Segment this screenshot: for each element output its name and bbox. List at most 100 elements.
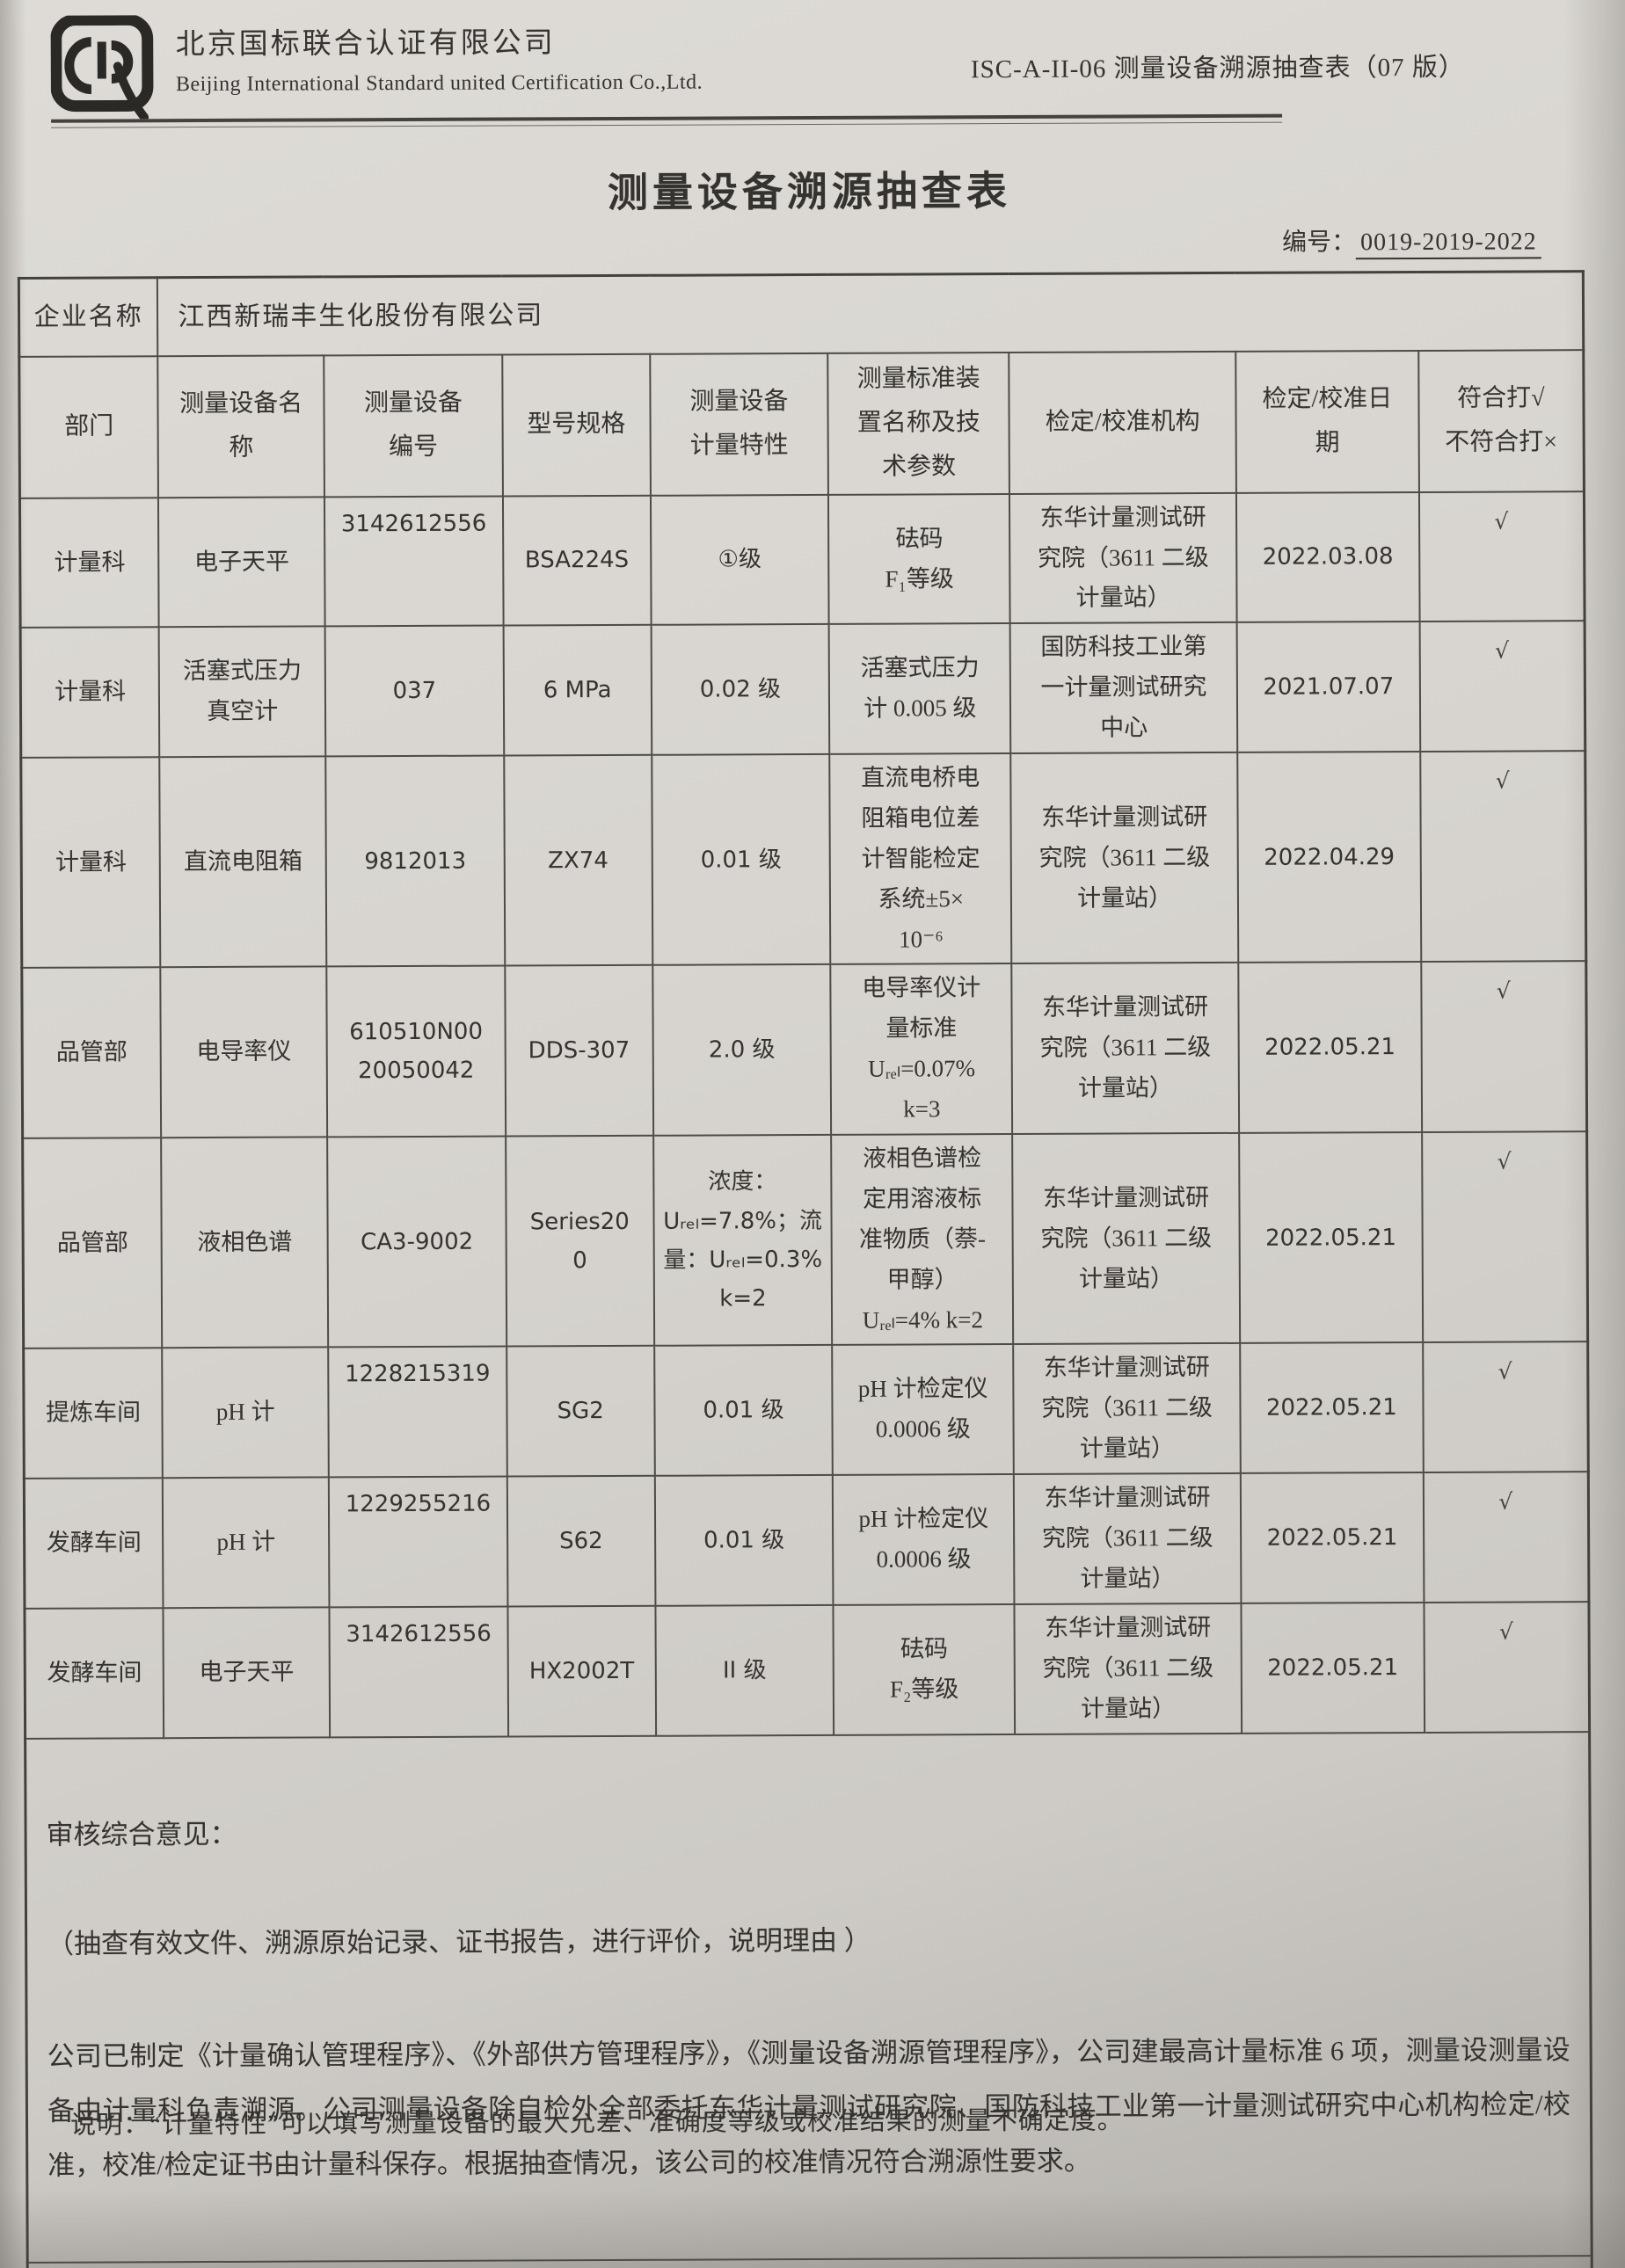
table-header-row: 部门 测量设备名 称 测量设备 编号 型号规格 测量设备 计量特性 测量标准装 … bbox=[18, 349, 1585, 498]
company-name-en: Beijing International Standard united Ce… bbox=[175, 70, 703, 97]
cell-date: 2022.03.08 bbox=[1235, 491, 1420, 623]
cell-dept: 品管部 bbox=[21, 967, 162, 1138]
cell-name: 液相色谱 bbox=[161, 1137, 329, 1348]
cell-model: SG2 bbox=[506, 1346, 655, 1477]
table-row: 发酵车间 电子天平 3142612556 HX2002T II 级 砝码 F₂等… bbox=[24, 1601, 1590, 1739]
company-name-cn: 北京国标联合认证有限公司 bbox=[175, 27, 556, 62]
cell-serial: 1228215319 bbox=[328, 1347, 507, 1478]
cell-agency: 国防科技工业第 一计量测试研究 中心 bbox=[1009, 622, 1238, 754]
document-number-value: 0019-2019-2022 bbox=[1355, 228, 1541, 260]
cell-dept: 计量科 bbox=[20, 757, 161, 969]
cell-model: Series20 0 bbox=[505, 1135, 654, 1348]
table-row: 品管部 电导率仪 610510N00 20050042 DDS-307 2.0 … bbox=[21, 961, 1587, 1138]
cell-dept: 发酵车间 bbox=[24, 1478, 164, 1609]
cell-spec: 0.02 级 bbox=[651, 624, 830, 755]
cell-standard: 砝码 F₁等级 bbox=[828, 493, 1010, 625]
col-header-conformity: 符合打√ 不符合打× bbox=[1418, 349, 1585, 492]
cell-name: pH 计 bbox=[162, 1347, 329, 1479]
table-row: 计量科 直流电阻箱 9812013 ZX74 0.01 级 直流电桥电 阻箱电位… bbox=[20, 751, 1586, 969]
document-header: 北京国标联合认证有限公司 Beijing International Stand… bbox=[49, 9, 1569, 122]
cell-serial: 1229255216 bbox=[328, 1476, 508, 1608]
cell-model: DDS-307 bbox=[505, 965, 653, 1137]
cell-date: 2021.07.07 bbox=[1236, 622, 1420, 752]
cell-serial: CA3-9002 bbox=[327, 1136, 507, 1348]
cell-spec: II 级 bbox=[655, 1604, 834, 1736]
cell-model: BSA224S bbox=[502, 495, 652, 626]
cell-date: 2022.04.29 bbox=[1237, 751, 1422, 963]
cell-checkmark: √ bbox=[1423, 1472, 1589, 1603]
page-title: 测量设备溯源抽查表 bbox=[607, 169, 1012, 216]
cell-checkmark: √ bbox=[1421, 1131, 1588, 1343]
document-number: 编号： 0019-2019-2022 bbox=[1281, 222, 1541, 260]
col-header-serial: 测量设备 编号 bbox=[324, 354, 503, 498]
table-row: 计量科 活塞式压力 真空计 037 6 MPa 0.02 级 活塞式压力 计 0… bbox=[20, 621, 1585, 758]
form-code: ISC-A-II-06 测量设备溯源抽查表（07 版） bbox=[970, 53, 1465, 84]
cell-name: pH 计 bbox=[163, 1477, 330, 1609]
cell-checkmark: √ bbox=[1421, 961, 1587, 1133]
cell-serial: 9812013 bbox=[325, 755, 506, 967]
cell-model: ZX74 bbox=[504, 754, 652, 966]
cell-standard: pH 计检定仪 0.0006 级 bbox=[833, 1474, 1015, 1605]
cell-name: 电导率仪 bbox=[160, 966, 328, 1138]
cell-agency: 东华计量测试研 究院（3611 二级 计量站） bbox=[1012, 1132, 1241, 1345]
certification-company: 北京国标联合认证有限公司 Beijing International Stand… bbox=[176, 18, 703, 98]
cell-spec: 浓度： Uᵣₑₗ=7.8%；流 量：Uᵣₑₗ=0.3% k=2 bbox=[652, 1134, 833, 1347]
cell-dept: 计量科 bbox=[20, 627, 160, 758]
col-header-dept: 部门 bbox=[18, 355, 159, 498]
cell-serial: 3142612556 bbox=[329, 1606, 508, 1737]
cell-model: 6 MPa bbox=[503, 625, 652, 756]
review-heading: 审核综合意见： bbox=[46, 1818, 237, 1850]
cell-standard: 直流电桥电 阻箱电位差 计智能检定 系统±5× 10⁻⁶ bbox=[829, 753, 1012, 965]
cell-standard: 电导率仪计 量标准 Uᵣₑₗ=0.07% k=3 bbox=[830, 963, 1013, 1135]
cell-spec: 0.01 级 bbox=[653, 1345, 834, 1476]
cell-checkmark: √ bbox=[1418, 491, 1585, 622]
col-header-spec: 测量设备 计量特性 bbox=[649, 353, 829, 496]
col-header-date: 检定/校准日 期 bbox=[1235, 350, 1419, 493]
cell-date: 2022.05.21 bbox=[1238, 962, 1422, 1133]
traceability-table: 企业名称 江西新瑞丰生化股份有限公司 部门 测量设备名 称 测量设备 编号 型号… bbox=[17, 270, 1594, 2268]
cell-date: 2022.05.21 bbox=[1241, 1602, 1425, 1734]
table-row: 发酵车间 pH 计 1229255216 S62 0.01 级 pH 计检定仪 … bbox=[24, 1472, 1589, 1609]
cell-checkmark: √ bbox=[1424, 1601, 1590, 1733]
cell-spec: 2.0 级 bbox=[652, 964, 832, 1136]
review-subheading: （抽查有效文件、溯源原始记录、证书报告，进行评价，说明理由 ） bbox=[47, 1924, 871, 1959]
cell-serial: 037 bbox=[324, 625, 505, 757]
col-header-model: 型号规格 bbox=[502, 353, 651, 497]
cell-agency: 东华计量测试研 究院（3611 二级 计量站） bbox=[1009, 492, 1237, 624]
cell-model: S62 bbox=[506, 1475, 656, 1607]
cell-checkmark: √ bbox=[1419, 621, 1585, 752]
bisc-logo-icon bbox=[50, 13, 159, 124]
cell-dept: 计量科 bbox=[19, 497, 159, 629]
table-row: 品管部 液相色谱 CA3-9002 Series20 0 浓度： Uᵣₑₗ=7.… bbox=[22, 1131, 1588, 1349]
cell-spec: 0.01 级 bbox=[654, 1475, 834, 1606]
col-header-name: 测量设备名 称 bbox=[157, 354, 325, 498]
cell-model: HX2002T bbox=[507, 1605, 656, 1737]
company-row-value: 江西新瑞丰生化股份有限公司 bbox=[157, 271, 1584, 356]
cell-agency: 东华计量测试研 究院（3611 二级 计量站） bbox=[1014, 1473, 1242, 1604]
cell-dept: 提炼车间 bbox=[23, 1348, 164, 1479]
cell-agency: 东华计量测试研 究院（3611 二级 计量站） bbox=[1011, 963, 1240, 1135]
table-row: 提炼车间 pH 计 1228215319 SG2 0.01 级 pH 计检定仪 … bbox=[23, 1341, 1589, 1479]
cell-name: 活塞式压力 真空计 bbox=[158, 626, 326, 758]
document-number-label: 编号： bbox=[1281, 229, 1357, 257]
col-header-agency: 检定/校准机构 bbox=[1009, 351, 1236, 494]
cell-standard: 砝码 F₂等级 bbox=[833, 1603, 1016, 1735]
cell-name: 电子天平 bbox=[158, 497, 325, 628]
cell-standard: 液相色谱检 定用溶液标 准物质（萘- 甲醇） Uᵣₑₗ=4% k=2 bbox=[831, 1134, 1014, 1346]
cell-serial: 3142612556 bbox=[324, 496, 504, 627]
cell-agency: 东华计量测试研 究院（3611 二级 计量站） bbox=[1014, 1603, 1242, 1734]
cell-date: 2022.05.21 bbox=[1240, 1472, 1425, 1603]
cell-spec: ①级 bbox=[650, 494, 829, 626]
cell-spec: 0.01 级 bbox=[651, 753, 831, 966]
review-comments-row: 审核综合意见： （抽查有效文件、溯源原始记录、证书报告，进行评价，说明理由 ） … bbox=[25, 1731, 1592, 2263]
cell-standard: 活塞式压力 计 0.005 级 bbox=[828, 623, 1011, 754]
company-row-label: 企业名称 bbox=[18, 277, 158, 357]
cell-name: 电子天平 bbox=[163, 1607, 331, 1738]
cell-checkmark: √ bbox=[1422, 1341, 1589, 1473]
cell-agency: 东华计量测试研 究院（3611 二级 计量站） bbox=[1010, 752, 1239, 964]
cell-dept: 品管部 bbox=[22, 1138, 163, 1349]
cell-serial: 610510N00 20050042 bbox=[326, 965, 506, 1138]
review-comments-cell: 审核综合意见： （抽查有效文件、溯源原始记录、证书报告，进行评价，说明理由 ） … bbox=[25, 1731, 1592, 2263]
